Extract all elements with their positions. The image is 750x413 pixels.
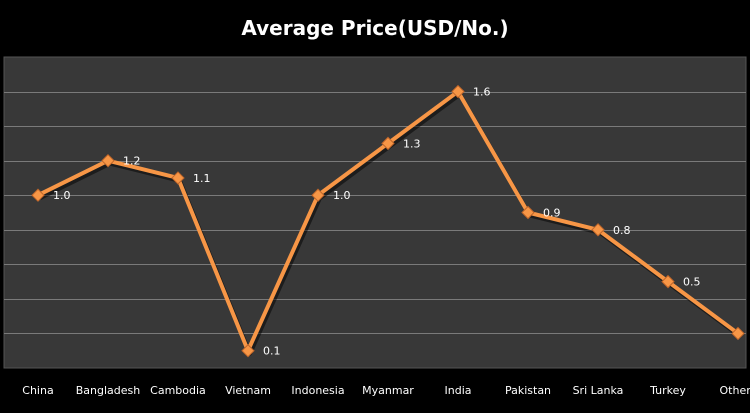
x-tick-label: Pakistan bbox=[505, 384, 551, 397]
x-tick-label: Myanmar bbox=[362, 384, 414, 397]
data-point bbox=[661, 274, 675, 289]
x-tick-label: China bbox=[22, 384, 53, 397]
data-label: 0.1 bbox=[263, 345, 281, 358]
x-tick-label: Indonesia bbox=[291, 384, 344, 397]
data-point bbox=[101, 153, 115, 168]
data-point bbox=[241, 344, 255, 358]
data-label: 0.9 bbox=[543, 207, 561, 220]
data-label: 1.0 bbox=[53, 189, 71, 202]
data-label: 1.3 bbox=[403, 137, 421, 150]
x-tick-label: Turkey bbox=[649, 384, 686, 397]
x-tick-label: Bangladesh bbox=[76, 384, 141, 397]
x-tick-label: Vietnam bbox=[225, 384, 271, 397]
x-tick-label: Cambodia bbox=[150, 384, 206, 397]
data-point bbox=[731, 326, 745, 341]
plot-area bbox=[3, 56, 747, 369]
data-label: 0.8 bbox=[613, 224, 631, 237]
data-label: 1.1 bbox=[193, 172, 211, 185]
data-point bbox=[381, 136, 395, 151]
data-point bbox=[521, 205, 535, 220]
data-label: 0.5 bbox=[683, 276, 701, 289]
data-point bbox=[311, 188, 325, 202]
gridlines bbox=[4, 92, 746, 334]
chart-title: Average Price(USD/No.) bbox=[241, 16, 508, 40]
data-label: 1.2 bbox=[123, 155, 141, 168]
x-tick-label: India bbox=[445, 384, 472, 397]
data-label: 1.6 bbox=[473, 86, 491, 99]
x-tick-label: Sri Lanka bbox=[573, 384, 624, 397]
x-axis-tick-labels: China Bangladesh Cambodia Vietnam Indonesia M… bbox=[22, 384, 750, 397]
x-tick-label: Others bbox=[720, 384, 750, 397]
data-point bbox=[591, 223, 605, 237]
data-point bbox=[31, 188, 45, 202]
series-group: 1.0 1.2 1.1 0.1 1.0 1.3 1.6 0.9 0.8 0.5 bbox=[31, 84, 745, 358]
data-point bbox=[171, 171, 185, 185]
data-point bbox=[451, 84, 465, 99]
data-label: 1.0 bbox=[333, 189, 351, 202]
